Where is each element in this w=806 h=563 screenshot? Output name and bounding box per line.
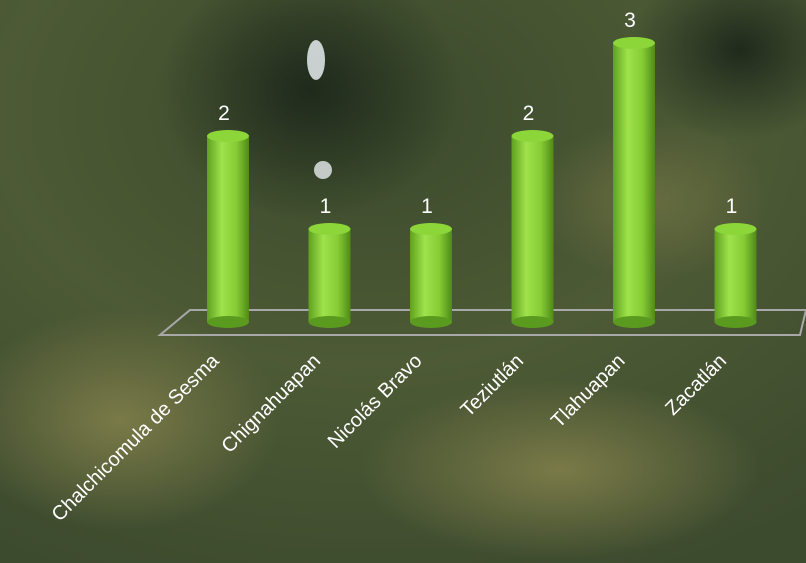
map-terrain bbox=[0, 310, 280, 530]
bar-base bbox=[308, 316, 351, 328]
value-label: 1 bbox=[726, 195, 738, 218]
value-label: 3 bbox=[624, 9, 636, 32]
bar-base bbox=[207, 316, 249, 328]
bar bbox=[410, 229, 452, 322]
map-snow bbox=[314, 161, 332, 179]
bar bbox=[714, 229, 757, 322]
value-label: 1 bbox=[320, 195, 332, 218]
bar-top bbox=[613, 37, 655, 49]
bar bbox=[308, 229, 351, 322]
bar bbox=[207, 136, 249, 322]
bar-top bbox=[308, 223, 351, 235]
value-label: 2 bbox=[218, 102, 230, 125]
chart-floor bbox=[157, 309, 806, 336]
value-label: 1 bbox=[421, 195, 433, 218]
bar bbox=[613, 43, 655, 322]
bar-top bbox=[511, 130, 554, 142]
bar-base bbox=[613, 316, 655, 328]
bar bbox=[511, 136, 554, 322]
bar-base bbox=[511, 316, 554, 328]
map-snow bbox=[307, 40, 325, 80]
map-terrain bbox=[630, 0, 806, 140]
bar-top bbox=[207, 130, 249, 142]
map-terrain bbox=[360, 380, 760, 560]
value-label: 2 bbox=[523, 102, 535, 125]
bar-top bbox=[714, 223, 757, 235]
bar-top bbox=[410, 223, 452, 235]
bar-base bbox=[410, 316, 452, 328]
bar-base bbox=[714, 316, 757, 328]
